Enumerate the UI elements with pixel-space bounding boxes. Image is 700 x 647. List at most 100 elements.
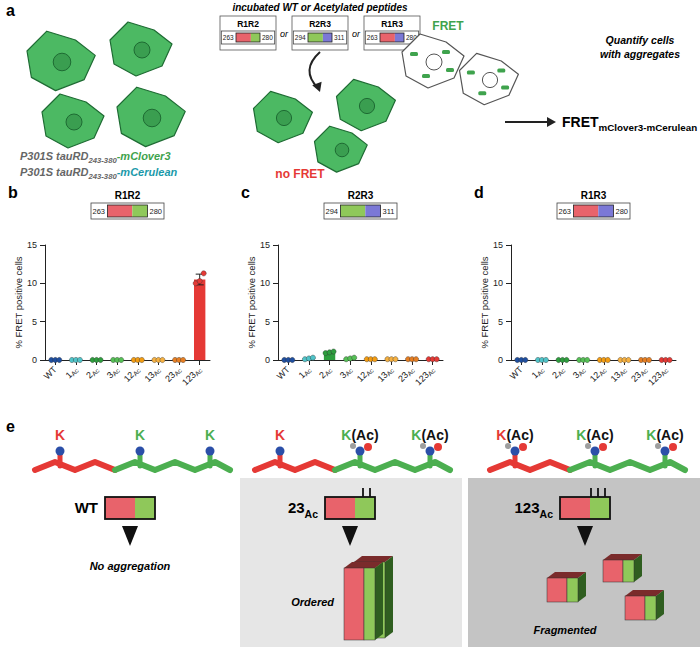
- svg-text:15: 15: [260, 240, 270, 250]
- svg-text:Ac: Ac: [364, 366, 375, 378]
- svg-text:0: 0: [32, 355, 37, 365]
- svg-text:Ac: Ac: [110, 366, 122, 378]
- svg-text:2: 2: [317, 370, 328, 381]
- svg-text:Ac: Ac: [576, 366, 588, 378]
- svg-text:12: 12: [355, 370, 369, 384]
- svg-text:FRET: FRET: [432, 19, 464, 33]
- svg-text:311: 311: [383, 207, 395, 216]
- svg-text:Ac: Ac: [323, 366, 334, 378]
- svg-text:13: 13: [375, 370, 389, 384]
- svg-text:e: e: [6, 418, 15, 435]
- svg-text:K: K: [205, 427, 215, 443]
- svg-text:% FRET positive cells: % FRET positive cells: [479, 256, 490, 348]
- svg-text:10: 10: [493, 278, 503, 288]
- svg-text:No aggregation: No aggregation: [90, 560, 171, 572]
- svg-text:12: 12: [122, 370, 136, 384]
- svg-text:1: 1: [297, 370, 308, 381]
- svg-text:3: 3: [105, 370, 116, 381]
- svg-text:263: 263: [223, 34, 234, 41]
- svg-text:R1R3: R1R3: [581, 190, 607, 201]
- svg-text:R1R2: R1R2: [115, 190, 141, 201]
- svg-text:280: 280: [616, 207, 629, 216]
- svg-text:Ac: Ac: [69, 366, 80, 378]
- svg-text:5: 5: [498, 317, 503, 327]
- svg-text:15: 15: [27, 240, 37, 250]
- svg-text:23: 23: [629, 370, 643, 384]
- svg-text:280: 280: [150, 207, 163, 216]
- svg-text:10: 10: [27, 278, 37, 288]
- svg-text:c: c: [241, 184, 250, 201]
- svg-text:K(Ac): K(Ac): [411, 427, 448, 443]
- svg-text:% FRET positive cells: % FRET positive cells: [246, 256, 257, 348]
- svg-text:13: 13: [142, 370, 156, 384]
- svg-text:123Ac: 123Ac: [515, 499, 554, 520]
- svg-text:Ac: Ac: [193, 366, 204, 378]
- svg-text:12: 12: [588, 370, 602, 384]
- svg-text:WT: WT: [42, 364, 59, 381]
- svg-text:Ac: Ac: [172, 366, 183, 378]
- svg-text:263: 263: [93, 207, 106, 216]
- svg-text:R2R3: R2R3: [348, 190, 374, 201]
- svg-text:K(Ac): K(Ac): [496, 427, 533, 443]
- svg-text:incubated WT or Acetylated pep: incubated WT or Acetylated peptides: [232, 2, 408, 13]
- svg-text:10: 10: [260, 278, 270, 288]
- svg-text:15: 15: [493, 240, 503, 250]
- svg-text:Ac: Ac: [302, 366, 313, 378]
- svg-text:Ac: Ac: [385, 366, 396, 378]
- svg-text:K(Ac): K(Ac): [646, 427, 683, 443]
- svg-text:K: K: [55, 427, 65, 443]
- svg-text:311: 311: [334, 34, 345, 41]
- svg-text:K: K: [135, 427, 145, 443]
- svg-text:K: K: [275, 427, 285, 443]
- svg-text:23Ac: 23Ac: [288, 499, 318, 520]
- svg-text:1: 1: [64, 370, 75, 381]
- svg-text:Ac: Ac: [343, 366, 355, 378]
- svg-text:FRETmClover3-mCerulean: FRETmClover3-mCerulean: [562, 114, 697, 133]
- svg-text:a: a: [6, 2, 15, 19]
- svg-text:5: 5: [265, 317, 270, 327]
- svg-text:294: 294: [295, 34, 306, 41]
- svg-text:Ac: Ac: [152, 366, 163, 378]
- svg-text:Ordered: Ordered: [291, 596, 334, 608]
- svg-text:5: 5: [32, 317, 37, 327]
- svg-text:or: or: [280, 29, 289, 39]
- svg-text:b: b: [8, 184, 18, 201]
- svg-text:0: 0: [265, 355, 270, 365]
- svg-text:R2R3: R2R3: [309, 19, 331, 29]
- svg-text:d: d: [474, 184, 484, 201]
- svg-text:Ac: Ac: [131, 366, 142, 378]
- svg-text:WT: WT: [75, 499, 98, 516]
- svg-text:123: 123: [646, 370, 664, 388]
- svg-text:R1R3: R1R3: [381, 19, 403, 29]
- svg-text:Fragmented: Fragmented: [534, 624, 597, 636]
- svg-text:23: 23: [163, 370, 177, 384]
- svg-text:Quantify cells: Quantify cells: [606, 34, 675, 46]
- svg-text:2: 2: [84, 370, 95, 381]
- svg-text:P301S tauRD243-380-mClover3: P301S tauRD243-380-mClover3: [20, 150, 171, 165]
- svg-text:2: 2: [550, 370, 561, 381]
- svg-text:WT: WT: [508, 364, 525, 381]
- svg-text:0: 0: [498, 355, 503, 365]
- svg-text:123: 123: [413, 370, 431, 388]
- svg-text:K(Ac): K(Ac): [576, 427, 613, 443]
- svg-text:or: or: [352, 29, 361, 39]
- svg-text:23: 23: [396, 370, 410, 384]
- svg-text:1: 1: [530, 370, 541, 381]
- svg-text:13: 13: [608, 370, 622, 384]
- svg-text:263: 263: [559, 207, 572, 216]
- svg-text:with aggregates: with aggregates: [600, 48, 680, 60]
- svg-text:% FRET positive cells: % FRET positive cells: [13, 256, 24, 348]
- svg-text:294: 294: [326, 207, 339, 216]
- svg-text:no FRET: no FRET: [275, 167, 325, 181]
- svg-text:3: 3: [338, 370, 349, 381]
- svg-text:R1R2: R1R2: [237, 19, 259, 29]
- svg-text:280: 280: [406, 34, 417, 41]
- svg-text:WT: WT: [275, 364, 292, 381]
- svg-text:Ac: Ac: [90, 366, 101, 378]
- svg-text:3: 3: [571, 370, 582, 381]
- svg-text:123: 123: [180, 370, 198, 388]
- svg-text:P301S tauRD243-380-mCerulean: P301S tauRD243-380-mCerulean: [20, 166, 178, 181]
- svg-text:280: 280: [262, 34, 273, 41]
- svg-text:263: 263: [367, 34, 378, 41]
- svg-text:K(Ac): K(Ac): [341, 427, 378, 443]
